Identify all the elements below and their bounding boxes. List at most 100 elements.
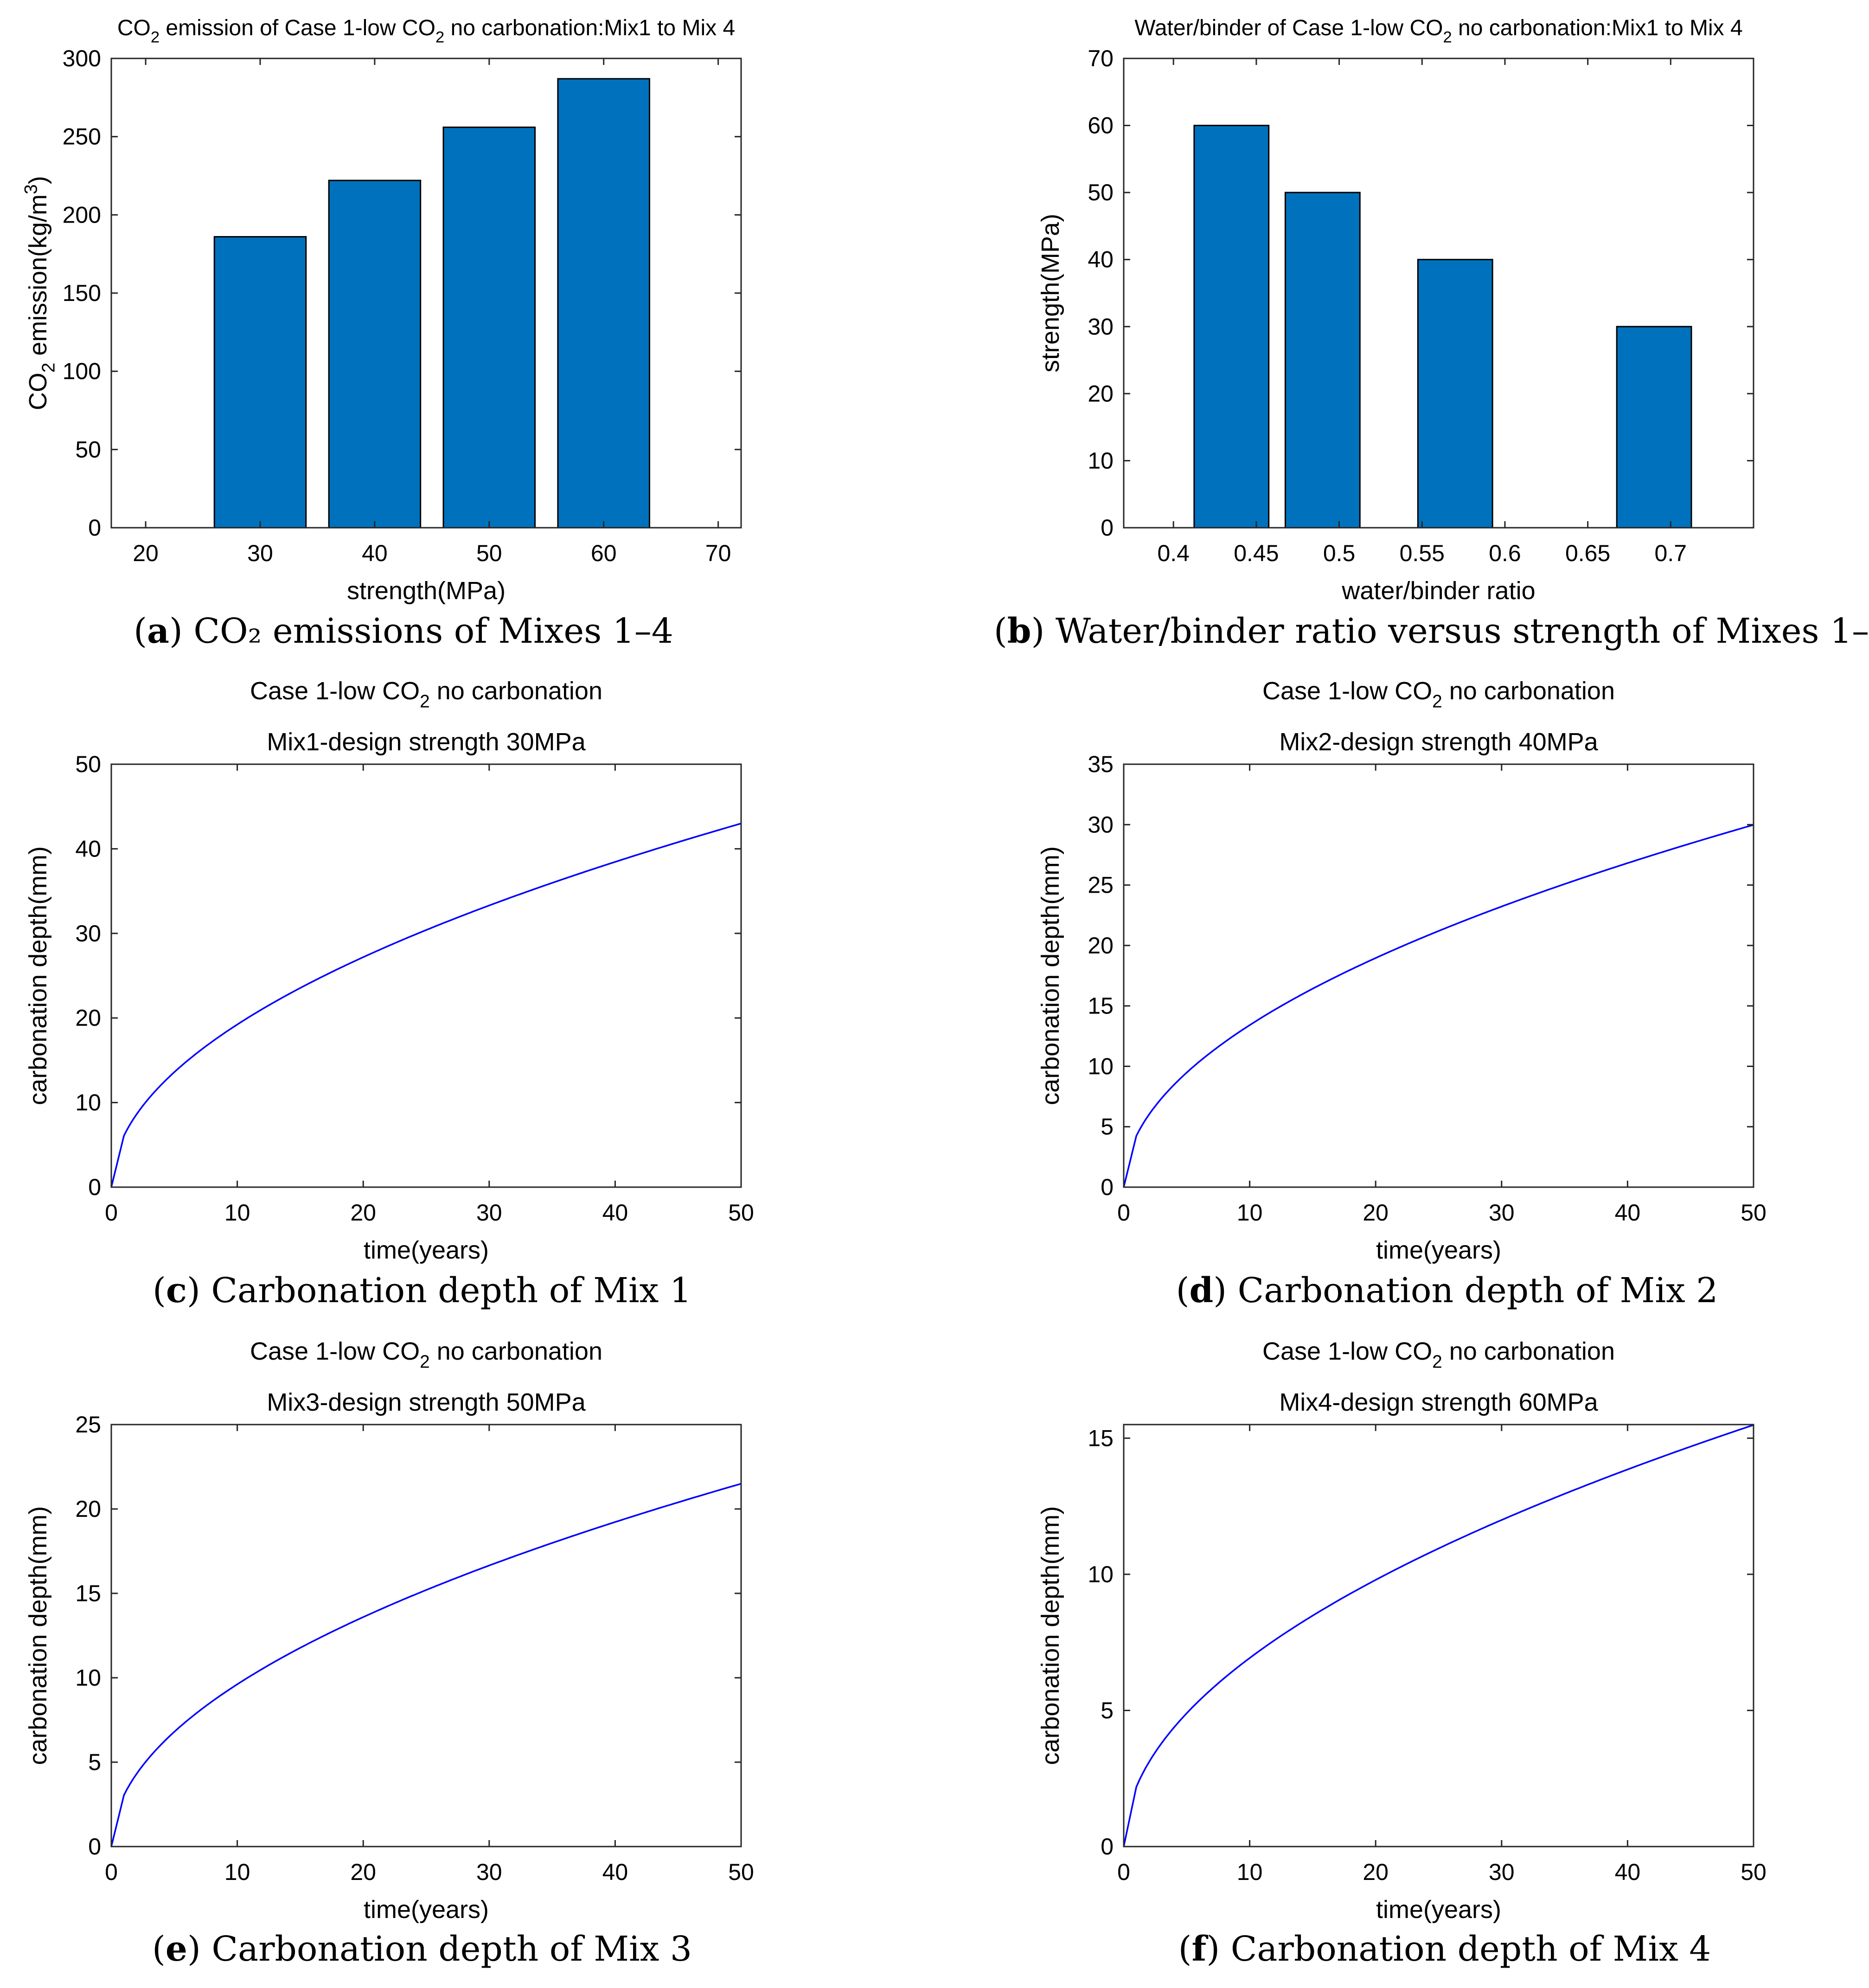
x-tick-label-d-5: 50 (1741, 1200, 1767, 1226)
x-axis-label-e: time(years) (364, 1896, 489, 1924)
y-tick-label-f-3: 15 (1088, 1425, 1114, 1451)
x-tick-label-a-5: 70 (705, 540, 731, 566)
series-line-c-1 (110, 823, 742, 1188)
y-tick-label-d-7: 35 (1088, 751, 1114, 777)
y-tick-label-c-1: 10 (75, 1090, 101, 1116)
x-tick-label-c-3: 30 (476, 1200, 502, 1226)
axes-box-e (110, 1424, 742, 1847)
chart-subtitle-f: Mix4-design strength 60MPa (1279, 1388, 1598, 1416)
x-tick-label-c-5: 50 (728, 1200, 754, 1226)
y-axis-label-b: strength(MPa) (1037, 214, 1064, 372)
caption-d: (d) Carbonation depth of Mix 2 (1176, 1271, 1718, 1310)
caption-f-text: Carbonation depth of Mix 4 (1220, 1929, 1711, 1969)
y-tick-label-b-6: 60 (1088, 113, 1114, 139)
caption-a: (a) CO₂ emissions of Mixes 1–4 (134, 611, 673, 651)
y-tick-label-f-1: 5 (1101, 1697, 1114, 1723)
x-axis-label-d: time(years) (1376, 1236, 1501, 1264)
y-tick-label-c-3: 30 (75, 920, 101, 946)
y-axis-label-c: carbonation depth(mm) (24, 846, 52, 1105)
y-axis-label-e: carbonation depth(mm) (24, 1506, 52, 1765)
chart-subtitle-e: Mix3-design strength 50MPa (267, 1388, 586, 1416)
chart-title-d: Case 1-low CO2 no carbonation (1262, 677, 1615, 711)
bar-b-1 (1193, 125, 1270, 529)
axes-box-d (1123, 763, 1754, 1188)
x-tick-label-b-4: 0.6 (1489, 540, 1521, 566)
y-tick-label-a-6: 300 (63, 45, 101, 71)
x-tick-label-d-4: 40 (1615, 1200, 1641, 1226)
series-line-d-1 (1123, 824, 1754, 1188)
y-tick-label-b-1: 10 (1088, 447, 1114, 473)
axes-box-c (110, 763, 742, 1188)
caption-c: (c) Carbonation depth of Mix 1 (153, 1271, 691, 1310)
x-tick-label-d-2: 20 (1363, 1200, 1389, 1226)
caption-a-text: CO₂ emissions of Mixes 1–4 (182, 611, 673, 651)
series-line-e-1 (110, 1483, 742, 1847)
x-tick-label-b-3: 0.55 (1400, 540, 1445, 566)
y-tick-label-b-3: 30 (1088, 313, 1114, 339)
x-tick-label-b-6: 0.7 (1655, 540, 1687, 566)
y-tick-label-e-5: 25 (75, 1412, 101, 1438)
y-tick-label-e-2: 10 (75, 1665, 101, 1691)
y-tick-label-a-2: 100 (63, 358, 101, 384)
caption-e-letter: e (165, 1929, 187, 1969)
x-tick-label-f-1: 10 (1237, 1859, 1263, 1885)
y-tick-label-a-5: 250 (63, 124, 101, 150)
x-tick-label-f-4: 40 (1615, 1859, 1641, 1885)
axes-box-f (1123, 1424, 1754, 1847)
caption-f: (f) Carbonation depth of Mix 4 (1178, 1929, 1711, 1969)
x-tick-label-c-1: 10 (224, 1200, 250, 1226)
x-tick-label-e-4: 40 (602, 1859, 628, 1885)
y-tick-label-e-0: 0 (88, 1834, 101, 1860)
x-tick-label-a-4: 60 (591, 540, 617, 566)
chart-title-c: Case 1-low CO2 no carbonation (250, 677, 602, 711)
y-tick-label-a-3: 150 (63, 280, 101, 306)
chart-e: 0 10 20 30 40 50 0 5 10 15 20 25 time(years) carbonat… (24, 1337, 754, 1924)
y-tick-label-c-2: 20 (75, 1005, 101, 1031)
x-tick-label-b-0: 0.4 (1157, 540, 1190, 566)
chart-subtitle-c: Mix1-design strength 30MPa (267, 728, 586, 756)
x-tick-label-b-5: 0.65 (1565, 540, 1610, 566)
x-axis-label-b: water/binder ratio (1341, 577, 1535, 605)
y-tick-label-a-1: 50 (75, 436, 101, 462)
caption-a-letter: a (147, 611, 169, 651)
x-axis-label-a: strength(MPa) (347, 577, 506, 605)
x-tick-label-b-2: 0.5 (1323, 540, 1356, 566)
x-tick-label-e-3: 30 (476, 1859, 502, 1885)
y-tick-label-f-2: 10 (1088, 1561, 1114, 1587)
x-tick-label-a-3: 50 (476, 540, 502, 566)
chart-title-e: Case 1-low CO2 no carbonation (250, 1337, 602, 1372)
x-tick-label-c-2: 20 (350, 1200, 376, 1226)
x-tick-label-b-1: 0.45 (1234, 540, 1279, 566)
x-tick-label-e-2: 20 (350, 1859, 376, 1885)
axes-box-b (1123, 58, 1754, 529)
x-tick-label-e-0: 0 (105, 1859, 118, 1885)
y-tick-label-d-6: 30 (1088, 812, 1114, 837)
x-tick-label-c-4: 40 (602, 1200, 628, 1226)
bar-a-3 (442, 126, 536, 529)
caption-b-text: Water/binder ratio versus strength of Mi… (1044, 611, 1869, 651)
x-axis-label-f: time(years) (1376, 1896, 1501, 1924)
x-tick-label-f-3: 30 (1489, 1859, 1515, 1885)
y-tick-label-d-4: 20 (1088, 933, 1114, 959)
chart-c: 0 10 20 30 40 50 0 10 20 30 40 50 time(years) carbona… (24, 677, 754, 1264)
x-tick-label-a-2: 40 (362, 540, 388, 566)
series-line-f-1 (1123, 1424, 1754, 1847)
caption-b-letter: b (1007, 611, 1031, 651)
y-tick-label-b-4: 40 (1088, 247, 1114, 273)
y-tick-label-b-7: 70 (1088, 45, 1114, 71)
bar-b-3 (1417, 259, 1493, 529)
caption-b: (b) Water/binder ratio versus strength o… (994, 611, 1869, 651)
x-tick-label-c-0: 0 (105, 1200, 118, 1226)
chart-title-f: Case 1-low CO2 no carbonation (1262, 1337, 1615, 1372)
chart-d: 0 10 20 30 40 50 0 5 10 15 20 25 30 35 time(years) carb… (1037, 677, 1767, 1264)
y-tick-label-d-3: 15 (1088, 993, 1114, 1019)
y-tick-label-c-5: 50 (75, 751, 101, 777)
y-tick-label-e-4: 20 (75, 1496, 101, 1522)
y-tick-label-d-2: 10 (1088, 1053, 1114, 1079)
caption-d-letter: d (1189, 1271, 1214, 1310)
bar-a-4 (557, 78, 650, 529)
y-tick-label-c-0: 0 (88, 1174, 101, 1200)
x-tick-label-e-1: 10 (224, 1859, 250, 1885)
y-tick-label-b-5: 50 (1088, 179, 1114, 205)
